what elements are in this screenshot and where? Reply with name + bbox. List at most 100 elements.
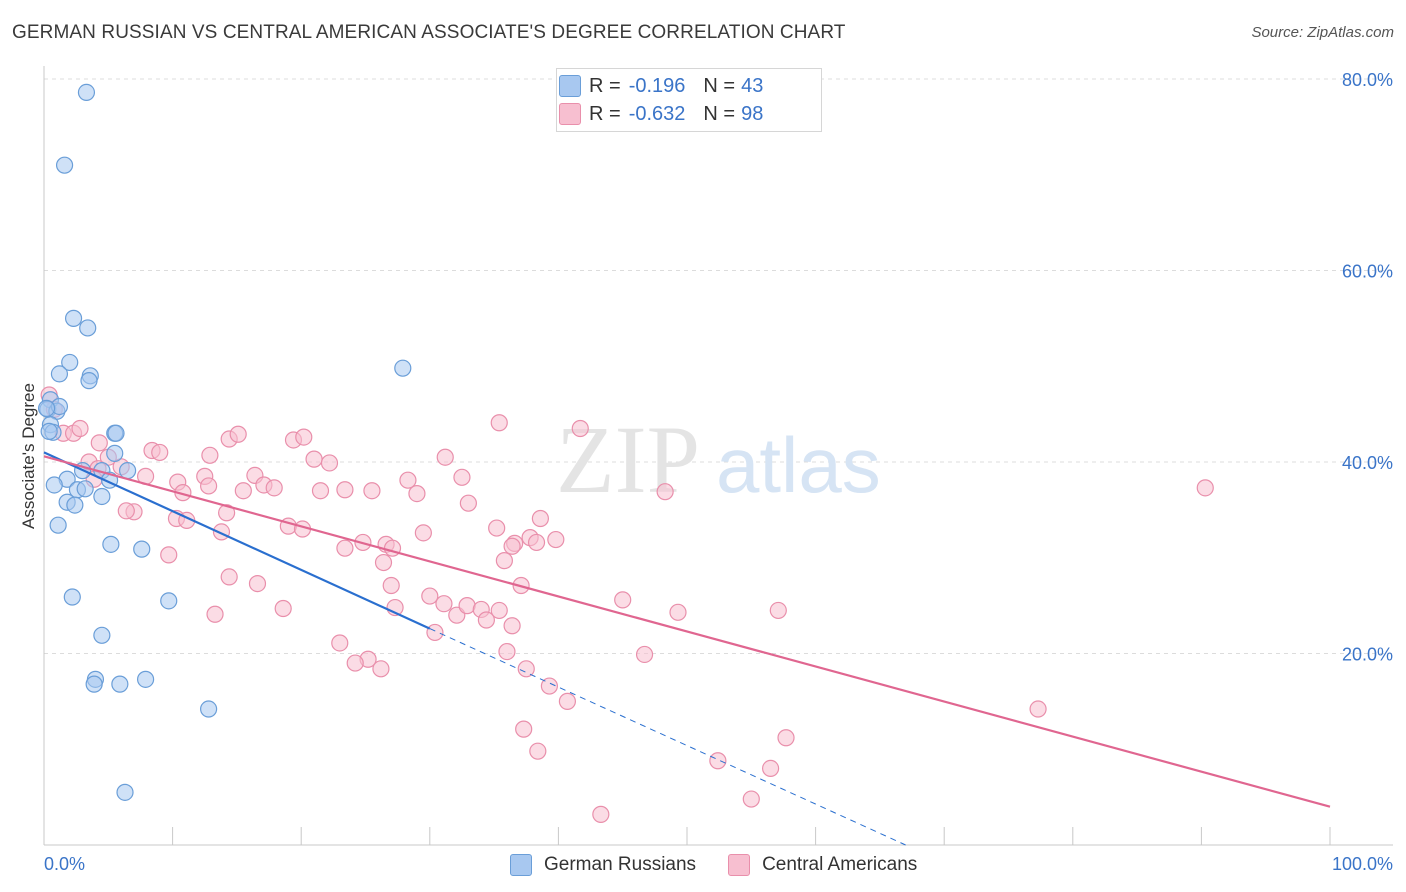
german-russian-point — [106, 444, 124, 462]
legend-n-value: 98 — [741, 102, 764, 125]
chart-title: GERMAN RUSSIAN VS CENTRAL AMERICAN ASSOC… — [12, 22, 846, 43]
german-russian-point — [61, 353, 79, 372]
central-american-point — [458, 597, 476, 615]
german-russian-point — [136, 670, 155, 688]
legend-item-label: German Russians — [544, 854, 697, 875]
tick-labels: 20.0% 40.0% 60.0% 80.0% — [1342, 70, 1393, 665]
central-american-point — [206, 605, 224, 623]
central-american-point — [305, 450, 323, 468]
y-tick-label: 80.0% — [1342, 70, 1393, 90]
german-russian-point — [133, 540, 151, 558]
central-american-point — [635, 645, 654, 664]
german-russian-point — [93, 487, 111, 506]
watermark-atlas: atlas — [716, 421, 881, 509]
legend-r-label: R = — [589, 74, 621, 97]
german-russian-point — [45, 476, 63, 494]
central-american-point — [527, 533, 546, 552]
german-russian-point — [49, 516, 67, 534]
german-russian-point — [77, 83, 96, 102]
central-american-point — [331, 634, 349, 652]
gridlines — [44, 78, 1393, 654]
legend-item-label: Central Americans — [762, 854, 918, 875]
central-american-point — [495, 552, 513, 570]
german-russians-trendline — [43, 451, 431, 630]
correlation-legend: R = -0.196 N = 43 R = -0.632 N = 98 — [556, 68, 822, 132]
german-russian-point — [66, 496, 84, 514]
x-tick-label-min: 0.0% — [44, 854, 85, 874]
german-russians-points — [37, 83, 412, 801]
legend-r-label: R = — [589, 102, 621, 125]
central-american-point — [414, 524, 432, 542]
central-american-point — [421, 587, 439, 605]
central-american-point — [540, 677, 558, 695]
german-russian-point — [40, 422, 58, 440]
y-axis-label: Associate's Degree — [19, 383, 38, 529]
german-russian-point — [79, 319, 97, 337]
central-american-point — [669, 603, 687, 621]
legend-row-german-russians: R = -0.196 N = 43 — [559, 73, 764, 99]
central-american-point — [295, 428, 313, 446]
central-american-point — [374, 553, 393, 572]
central-american-point — [436, 448, 454, 466]
central-american-point — [320, 454, 339, 472]
german-russian-point — [160, 592, 178, 610]
central-american-point — [234, 482, 252, 500]
german-russian-point — [107, 424, 125, 442]
central-american-point — [117, 502, 135, 520]
central-american-point — [346, 654, 364, 672]
central-american-point — [769, 601, 787, 620]
german-russian-point — [76, 480, 94, 498]
central-american-point — [592, 805, 610, 823]
legend-n-label: N = — [703, 102, 736, 125]
central-americans-trendline — [43, 455, 1331, 808]
central-american-point — [498, 642, 516, 661]
central-american-point — [558, 692, 577, 710]
central-american-point — [490, 414, 508, 432]
german-russian-point — [200, 700, 218, 718]
legend-item-german-russians[interactable]: German Russians — [510, 854, 696, 876]
central-american-point — [160, 546, 178, 564]
german-russian-point — [118, 462, 137, 480]
central-american-point — [547, 530, 565, 549]
german-russian-point — [55, 156, 74, 174]
central-americans-points — [40, 386, 1214, 823]
x-tick-label-max: 100.0% — [1332, 854, 1393, 874]
central-american-point — [90, 434, 108, 452]
central-american-point — [742, 790, 760, 808]
pink-swatch-icon — [728, 854, 751, 876]
pink-swatch-icon — [559, 103, 581, 125]
central-american-point — [265, 479, 283, 497]
legend-item-central-americans[interactable]: Central Americans — [728, 854, 917, 876]
central-american-point — [248, 575, 267, 593]
central-american-point — [503, 537, 521, 555]
central-american-point — [1029, 700, 1047, 718]
german-russian-point — [80, 372, 98, 390]
central-american-point — [151, 443, 169, 462]
central-american-point — [488, 519, 506, 537]
central-american-point — [614, 591, 632, 609]
central-american-point — [503, 617, 521, 635]
series-legend: German Russians Central Americans — [510, 852, 949, 878]
axes — [43, 66, 1393, 846]
central-american-point — [200, 477, 218, 495]
legend-r-value: -0.632 — [628, 102, 686, 125]
blue-swatch-icon — [559, 75, 581, 97]
y-tick-label: 60.0% — [1342, 262, 1393, 282]
central-american-point — [571, 419, 589, 438]
german-russian-point — [111, 675, 129, 693]
german-russian-point — [37, 399, 56, 417]
central-american-point — [274, 599, 292, 618]
central-american-point — [529, 742, 547, 760]
central-american-point — [459, 494, 477, 512]
legend-r-value: -0.196 — [628, 74, 686, 97]
central-american-point — [220, 568, 238, 586]
central-american-point — [399, 471, 417, 489]
german-russian-point — [85, 675, 103, 693]
central-american-point — [201, 446, 219, 464]
legend-row-central-americans: R = -0.632 N = 98 — [559, 101, 764, 127]
central-american-point — [229, 425, 247, 443]
legend-n-label: N = — [703, 74, 736, 97]
legend-n-value: 43 — [741, 74, 764, 97]
central-american-point — [336, 481, 354, 499]
